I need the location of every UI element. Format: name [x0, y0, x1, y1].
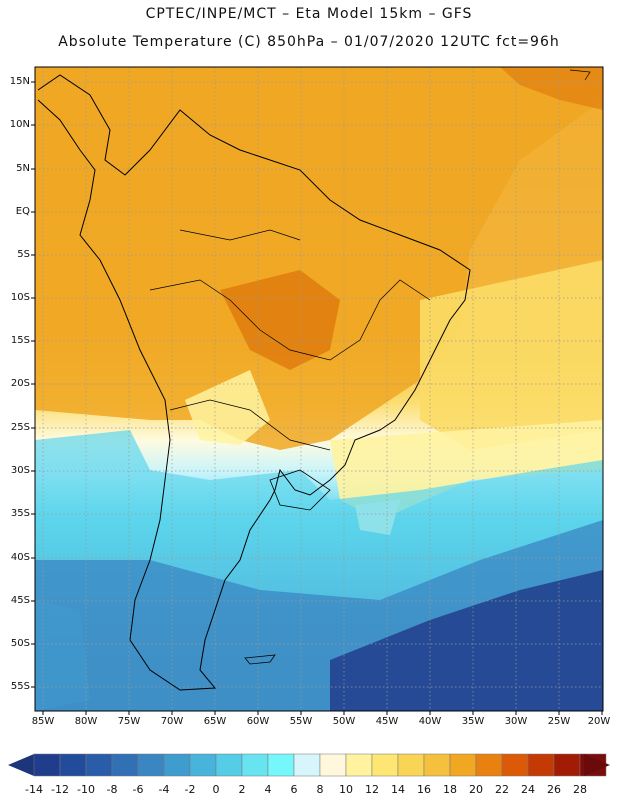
- lon-label-75w: 75W: [117, 716, 141, 727]
- lat-label-35s: 35S: [10, 508, 30, 519]
- lon-label-65w: 65W: [203, 716, 227, 727]
- lon-label-50w: 50W: [332, 716, 356, 727]
- lon-label-55w: 55W: [289, 716, 313, 727]
- map-frame: [34, 66, 604, 712]
- lat-label-10n: 10N: [9, 119, 30, 130]
- lon-label-45w: 45W: [375, 716, 399, 727]
- colorbar-label: 20: [469, 783, 483, 796]
- colorbar-label: 16: [417, 783, 431, 796]
- colorbar-label: 10: [339, 783, 353, 796]
- colorbar-box: [319, 753, 347, 777]
- lat-label-15s: 15S: [10, 335, 30, 346]
- pacific-cool: [35, 600, 90, 711]
- colorbar-label: -14: [25, 783, 43, 796]
- colorbar-label: -4: [158, 783, 170, 796]
- colorbar-label: 4: [264, 783, 272, 796]
- colorbar-box: [501, 753, 529, 777]
- colorbar-box: [215, 753, 243, 777]
- colorbar-box: [449, 753, 477, 777]
- coldest-region: [330, 570, 603, 711]
- colorbar-box: [59, 753, 87, 777]
- colorbar-box: [475, 753, 503, 777]
- yellow-band: [420, 260, 603, 450]
- atlantic-island: [569, 69, 591, 81]
- lon-label-70w: 70W: [160, 716, 184, 727]
- colorbar-label: -8: [106, 783, 118, 796]
- colorbar: [8, 753, 610, 777]
- lat-label-15n: 15N: [9, 76, 30, 87]
- colorbar-label: 26: [547, 783, 561, 796]
- pale-tongue-inland: [185, 370, 270, 445]
- graticule: [35, 67, 603, 711]
- lat-label-55s: 55S: [10, 681, 30, 692]
- colorbar-box: [345, 753, 373, 777]
- colorbar-label: -10: [77, 783, 95, 796]
- warm-region: [35, 67, 603, 450]
- colorbar-arrow-left: [8, 754, 34, 776]
- colorbar-box: [85, 753, 113, 777]
- lat-label-40s: 40S: [10, 552, 30, 563]
- lat-label-5s: 5S: [17, 249, 30, 260]
- colorbar-label: -12: [51, 783, 69, 796]
- lat-label-10s: 10S: [10, 292, 30, 303]
- colorbar-label: 6: [290, 783, 298, 796]
- colorbar-box: [293, 753, 321, 777]
- ticks: [31, 81, 603, 715]
- colorbar-box: [527, 753, 555, 777]
- border-line-3: [179, 229, 301, 241]
- chart-title: CPTEC/INPE/MCT – Eta Model 15km – GFS: [145, 6, 473, 22]
- field-layer: [35, 67, 603, 711]
- colorbar-box: [189, 753, 217, 777]
- colorbar-box: [111, 753, 139, 777]
- lon-label-20w: 20W: [587, 716, 611, 727]
- colorbar-label: 18: [443, 783, 457, 796]
- colorbar-label: -2: [184, 783, 196, 796]
- colorbar-label: 8: [316, 783, 324, 796]
- hot-region-atlantic: [500, 67, 603, 110]
- colorbar-label: -6: [132, 783, 144, 796]
- hot-region-brazil: [220, 270, 340, 370]
- colorbar-label: 2: [238, 783, 246, 796]
- lon-label-85w: 85W: [31, 716, 55, 727]
- lat-label-50s: 50S: [10, 638, 30, 649]
- lon-label-60w: 60W: [246, 716, 270, 727]
- colorbar-box: [241, 753, 269, 777]
- colorbar-box: [371, 753, 399, 777]
- colorbar-label: 22: [495, 783, 509, 796]
- lon-label-30w: 30W: [504, 716, 528, 727]
- south-america-outline: [37, 74, 471, 691]
- lon-label-35w: 35W: [461, 716, 485, 727]
- colorbar-box: [33, 753, 61, 777]
- border-line-1: [149, 279, 431, 361]
- colorbar-label: 14: [391, 783, 405, 796]
- colorbar-boxes: [33, 753, 607, 777]
- lat-label-20s: 20S: [10, 378, 30, 389]
- river-plate-outline: [269, 469, 331, 511]
- colorbar-box: [163, 753, 191, 777]
- colorbar-label: 24: [521, 783, 535, 796]
- colorbar-box: [423, 753, 451, 777]
- colorbar-label: 28: [573, 783, 587, 796]
- colorbar-box: [397, 753, 425, 777]
- lat-label-5n: 5N: [16, 163, 30, 174]
- colorbar-box: [137, 753, 165, 777]
- colorbar-label: 12: [365, 783, 379, 796]
- colorbar-box: [553, 753, 581, 777]
- colorbar-label: 0: [212, 783, 220, 796]
- falklands-outline: [244, 654, 276, 665]
- lon-label-40w: 40W: [418, 716, 442, 727]
- lon-label-25w: 25W: [547, 716, 571, 727]
- lon-label-80w: 80W: [74, 716, 98, 727]
- lat-label-eq: EQ: [15, 206, 30, 217]
- chart-subtitle: Absolute Temperature (C) 850hPa – 01/07/…: [58, 34, 560, 50]
- lat-label-30s: 30S: [10, 465, 30, 476]
- colorbar-arrow-right: [584, 754, 610, 776]
- colorbar-box: [267, 753, 295, 777]
- lat-label-45s: 45S: [10, 595, 30, 606]
- lat-label-25s: 25S: [10, 422, 30, 433]
- border-line-2: [169, 399, 331, 451]
- coastlines: [37, 69, 591, 691]
